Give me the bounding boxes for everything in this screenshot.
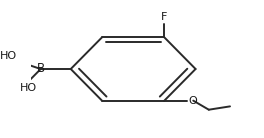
Text: O: O — [189, 96, 197, 106]
Text: HO: HO — [0, 51, 17, 61]
Text: HO: HO — [20, 83, 36, 93]
Text: F: F — [161, 12, 168, 22]
Text: B: B — [37, 63, 45, 75]
